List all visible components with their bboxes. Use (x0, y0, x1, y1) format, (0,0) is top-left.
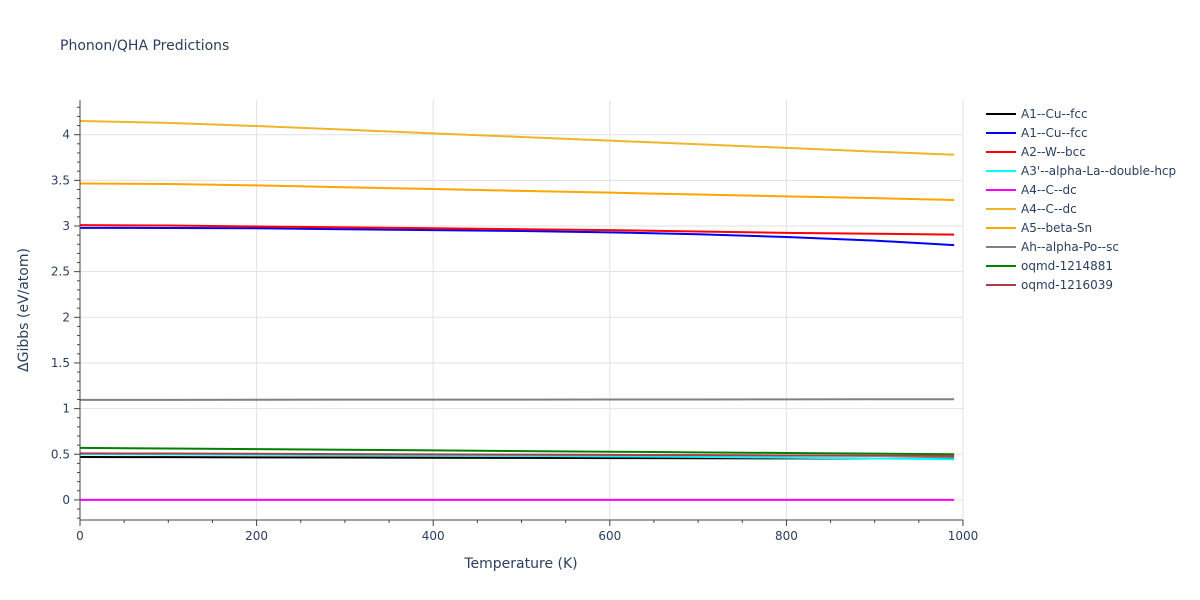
series-line (79, 226, 955, 247)
legend-label: oqmd-1216039 (1021, 278, 1113, 292)
series-line (79, 182, 955, 201)
legend-item[interactable]: A4--C--dc (986, 183, 1077, 197)
y-axis-title: ΔGibbs (eV/atom) (16, 248, 32, 372)
legend-label: A5--beta-Sn (1021, 221, 1092, 235)
legend-label: A4--C--dc (1021, 183, 1077, 197)
x-tick-label: 400 (422, 529, 445, 543)
legend-item[interactable]: A4--C--dc (986, 202, 1077, 216)
tick-labels: 0 200 400 600 800 1000 0 0.5 1 1.5 2 2.5 3 3.5 4 (51, 128, 978, 543)
y-tick-label: 1 (62, 402, 70, 416)
legend-label: A1--Cu--fcc (1021, 107, 1088, 121)
y-tick-label: 2.5 (51, 265, 70, 279)
y-tick-label: 3.5 (51, 173, 70, 187)
y-tick-label: 0 (62, 493, 70, 507)
legend-item[interactable]: oqmd-1214881 (986, 259, 1113, 273)
y-tick-label: 1.5 (51, 356, 70, 370)
x-tick-label: 1000 (948, 529, 979, 543)
legend-item[interactable]: oqmd-1216039 (986, 278, 1113, 292)
series-line (79, 120, 955, 156)
series-line (79, 224, 955, 236)
x-tick-label: 0 (76, 529, 84, 543)
legend-item[interactable]: A1--Cu--fcc (986, 126, 1088, 140)
legend-label: A4--C--dc (1021, 202, 1077, 216)
series-layer (79, 120, 955, 501)
x-tick-label: 200 (245, 529, 268, 543)
series-line (79, 453, 955, 461)
legend-label: A1--Cu--fcc (1021, 126, 1088, 140)
legend[interactable]: A1--Cu--fcc A1--Cu--fcc A2--W--bcc A3'--alp… (986, 107, 1176, 292)
legend-label: oqmd-1214881 (1021, 259, 1113, 273)
legend-label: Ah--alpha-Po--sc (1021, 240, 1119, 254)
x-tick-label: 800 (775, 529, 798, 543)
legend-item[interactable]: A1--Cu--fcc (986, 107, 1088, 121)
legend-item[interactable]: A5--beta-Sn (986, 221, 1092, 235)
series-line (79, 452, 955, 457)
legend-item[interactable]: Ah--alpha-Po--sc (986, 240, 1119, 254)
series-line (79, 446, 955, 456)
y-tick-label: 2 (62, 310, 70, 324)
y-tick-label: 3 (62, 219, 70, 233)
legend-item[interactable]: A3'--alpha-La--double-hcp (986, 164, 1176, 178)
x-axis-title: Temperature (K) (463, 556, 577, 572)
y-tick-label: 4 (62, 128, 70, 142)
x-tick-label: 600 (598, 529, 621, 543)
series-line (79, 398, 955, 401)
chart-title: Phonon/QHA Predictions (60, 38, 229, 54)
legend-label: A2--W--bcc (1021, 145, 1086, 159)
legend-label: A3'--alpha-La--double-hcp (1021, 164, 1176, 178)
y-tick-label: 0.5 (51, 447, 70, 461)
axis-layer (74, 100, 964, 526)
legend-item[interactable]: A2--W--bcc (986, 145, 1086, 159)
